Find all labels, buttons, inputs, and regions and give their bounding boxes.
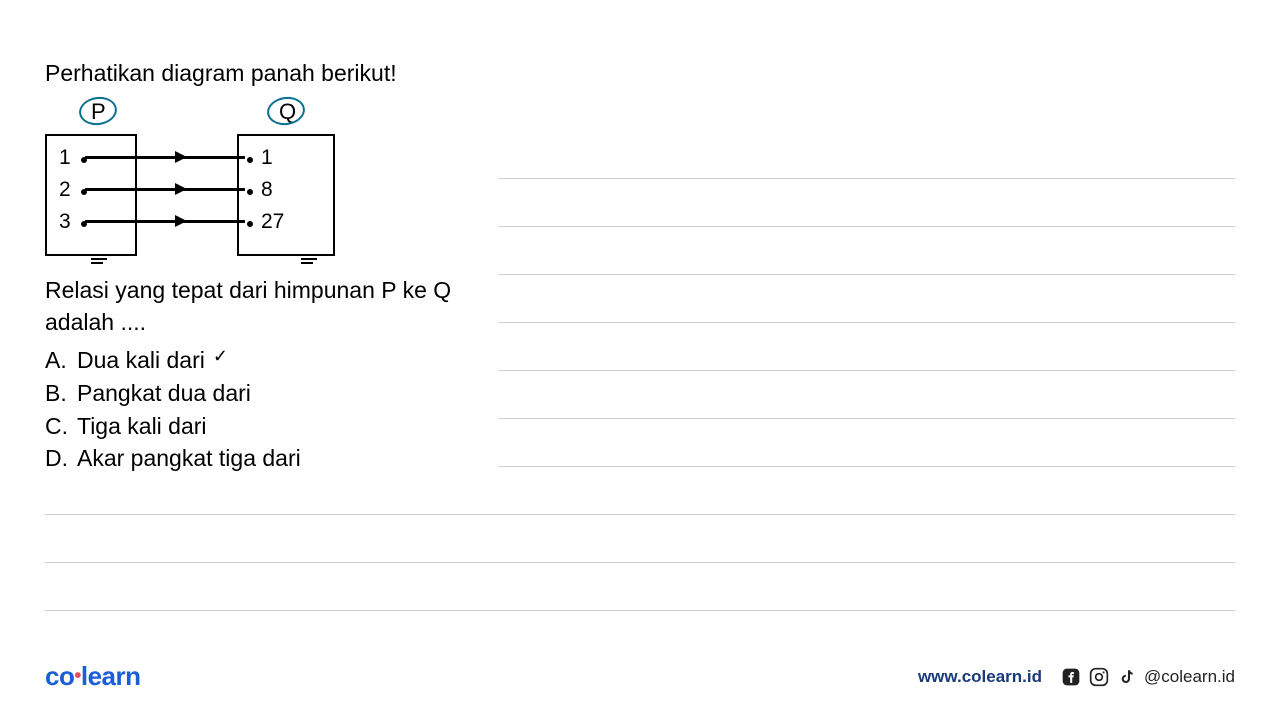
question-text: Relasi yang tepat dari himpunan P ke Q a… — [45, 274, 485, 338]
set-p-box: 1 2 3 — [45, 134, 137, 256]
facebook-icon — [1060, 666, 1082, 688]
tiktok-icon — [1116, 666, 1138, 688]
main-content: Perhatikan diagram panah berikut! P Q 1 … — [0, 0, 1280, 475]
option-text: Dua kali dari — [77, 344, 205, 377]
options-list: A. Dua kali dari ✓ B. Pangkat dua dari C… — [45, 344, 1235, 475]
option-b: B. Pangkat dua dari — [45, 377, 1235, 410]
option-letter: A. — [45, 344, 77, 377]
option-d: D. Akar pangkat tiga dari — [45, 442, 1235, 475]
option-a: A. Dua kali dari ✓ — [45, 344, 1235, 377]
footer-url: www.colearn.id — [918, 667, 1042, 687]
option-c: C. Tiga kali dari — [45, 410, 1235, 443]
option-letter: B. — [45, 377, 77, 410]
set-q-item: 27 — [261, 210, 284, 234]
set-p-item: 1 — [59, 146, 71, 170]
arrow-icon — [85, 156, 245, 159]
arrow-icon — [85, 188, 245, 191]
option-text: Akar pangkat tiga dari — [77, 442, 301, 475]
option-text: Pangkat dua dari — [77, 377, 251, 410]
footer-handle: @colearn.id — [1144, 667, 1235, 687]
footer-right: www.colearn.id @colearn.id — [918, 666, 1235, 688]
checkmark-icon: ✓ — [213, 344, 228, 377]
circle-q-icon — [265, 94, 307, 127]
set-q-item: 1 — [261, 146, 273, 170]
instagram-icon — [1088, 666, 1110, 688]
set-q-box: 1 8 27 — [237, 134, 335, 256]
set-p-item: 3 — [59, 210, 71, 234]
option-text: Tiga kali dari — [77, 410, 207, 443]
option-letter: C. — [45, 410, 77, 443]
circle-p-icon — [77, 94, 119, 127]
brand-logo: co•learn — [45, 661, 141, 692]
question-title: Perhatikan diagram panah berikut! — [45, 60, 1235, 87]
footer: co•learn www.colearn.id @colearn.id — [0, 661, 1280, 692]
arrow-icon — [85, 220, 245, 223]
option-letter: D. — [45, 442, 77, 475]
set-q-item: 8 — [261, 178, 273, 202]
arrow-diagram: P Q 1 2 3 1 8 27 — [45, 99, 385, 259]
set-p-item: 2 — [59, 178, 71, 202]
